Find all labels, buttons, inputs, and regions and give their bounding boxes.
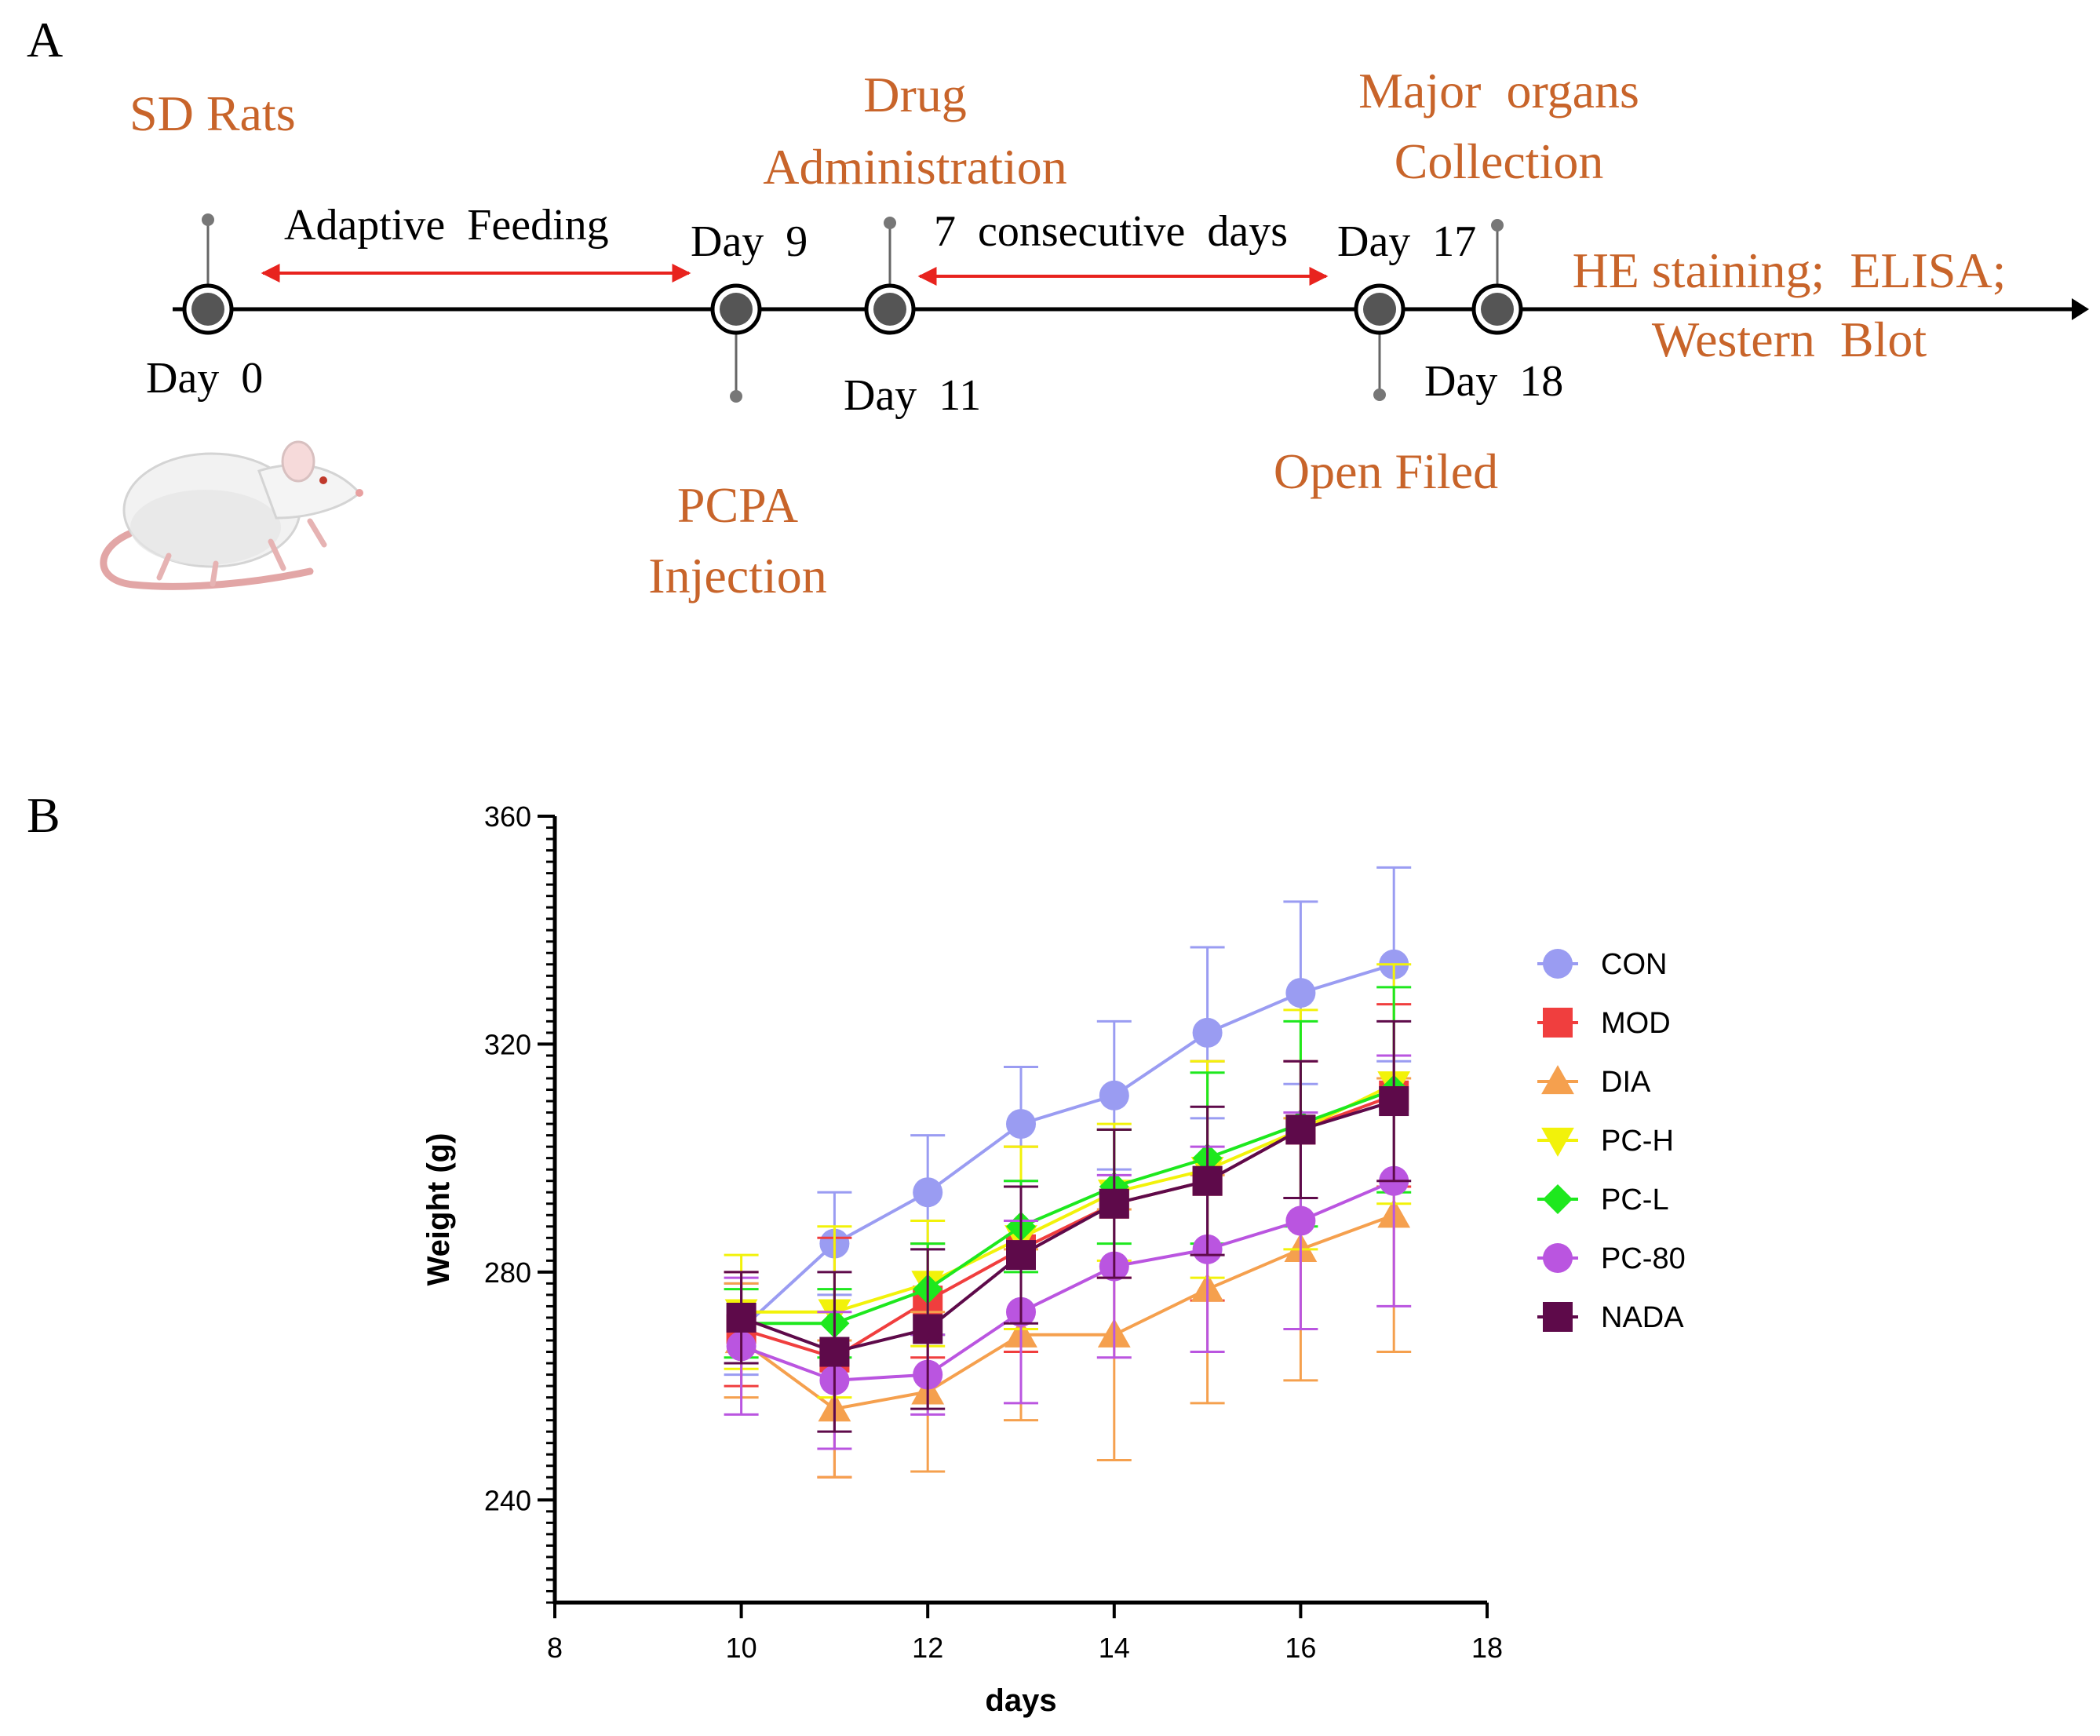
node-day18 — [1471, 283, 1523, 335]
legend-item-pc-h: PC-H — [1537, 1125, 1674, 1158]
legend-item-con: CON — [1537, 948, 1667, 981]
legend-label: MOD — [1601, 1007, 1671, 1040]
major-organs-line2: Collection — [1395, 133, 1604, 189]
pcpa-line1: PCPA — [677, 477, 798, 533]
x-tick-label: 10 — [726, 1632, 757, 1664]
open-filed-label: Open Filed — [1274, 443, 1498, 499]
panel-a-timeline: A Ad — [27, 12, 2089, 604]
assays-line1: HE staining; ELISA; — [1573, 243, 2007, 298]
y-tick-label: 360 — [484, 801, 531, 833]
legend-label: PC-L — [1601, 1183, 1669, 1216]
timeline-nodes — [182, 283, 1523, 335]
y-tick-label: 320 — [484, 1028, 531, 1060]
data-point — [1006, 1109, 1036, 1140]
x-tick-label: 16 — [1285, 1632, 1316, 1664]
legend-item-dia: DIA — [1537, 1065, 1651, 1099]
legend-label: NADA — [1601, 1301, 1684, 1334]
pcpa-line2: Injection — [648, 548, 826, 604]
panel-label-b: B — [27, 787, 60, 843]
day9-label: Day 9 — [691, 217, 808, 266]
legend-marker — [1543, 1184, 1573, 1214]
y-ticks: 240 280 320 360 — [484, 801, 555, 1516]
node-day11 — [864, 283, 916, 335]
legend-marker — [1543, 949, 1573, 979]
data-point — [1099, 1080, 1129, 1111]
legend-marker — [1543, 1008, 1573, 1038]
x-axis-title: days — [985, 1683, 1056, 1718]
series-line — [740, 962, 1395, 1330]
day18-label: Day 18 — [1424, 357, 1563, 406]
series-line — [741, 1082, 1395, 1314]
legend-label: PC-H — [1601, 1125, 1674, 1158]
drug-admin-line1: Drug — [863, 67, 967, 122]
legend-item-pc-l: PC-L — [1537, 1183, 1669, 1216]
series-line — [740, 1213, 1395, 1411]
node-day0 — [182, 283, 234, 335]
data-point — [1285, 1114, 1316, 1145]
plot-area — [724, 866, 1412, 1479]
timeline-arrowhead — [2072, 298, 2089, 320]
legend-item-pc-80: PC-80 — [1537, 1242, 1686, 1275]
sd-rats-label: SD Rats — [129, 86, 296, 141]
legend-label: PC-80 — [1601, 1242, 1686, 1275]
data-point — [1285, 978, 1316, 1008]
legend-item-mod: MOD — [1537, 1007, 1671, 1040]
panel-label-a: A — [27, 12, 63, 67]
data-point — [1192, 1017, 1223, 1048]
day17-label: Day 17 — [1337, 217, 1476, 266]
rat-illustration — [100, 440, 363, 590]
timeline-stems — [206, 220, 1499, 396]
series-pc-h — [724, 963, 1412, 1399]
data-point — [1379, 1086, 1409, 1117]
panel-b-chart: B 240 280 320 360 8 10 12 14 16 18 Weight (g) da… — [27, 787, 1686, 1718]
day0-label: Day 0 — [146, 354, 263, 403]
major-organs-line1: Major organs — [1358, 63, 1639, 119]
y-tick-label: 240 — [484, 1484, 531, 1516]
legend: CON MOD DIA PC-H PC-L PC-80 NADA — [1537, 948, 1686, 1334]
data-point — [1192, 1165, 1223, 1196]
consecutive-days-label: 7 consecutive days — [934, 207, 1288, 256]
series-line — [741, 1088, 1395, 1326]
node-day9 — [710, 283, 762, 335]
adaptive-feeding-label: Adaptive Feeding — [284, 201, 609, 250]
y-tick-label: 280 — [484, 1256, 531, 1289]
assays-line2: Western Blot — [1652, 312, 1927, 367]
series-line — [740, 1100, 1395, 1354]
legend-marker — [1541, 1065, 1574, 1095]
x-tick-label: 18 — [1471, 1632, 1503, 1664]
stem-end-dots — [202, 213, 1504, 403]
y-axis-title: Weight (g) — [421, 1133, 456, 1286]
legend-marker — [1543, 1243, 1573, 1273]
drug-admin-line2: Administration — [763, 139, 1067, 195]
data-point — [726, 1302, 757, 1333]
data-point — [1099, 1188, 1129, 1219]
data-point — [913, 1177, 943, 1208]
day11-label: Day 11 — [844, 371, 981, 420]
series-line — [740, 1179, 1395, 1382]
node-day17 — [1354, 283, 1405, 335]
x-tick-label: 8 — [547, 1632, 563, 1664]
chart-axes: 240 280 320 360 8 10 12 14 16 18 — [484, 801, 1503, 1664]
data-point — [1006, 1240, 1036, 1271]
data-point — [913, 1314, 943, 1344]
data-point — [1285, 1205, 1316, 1236]
legend-marker — [1543, 1302, 1573, 1332]
x-tick-label: 12 — [912, 1632, 943, 1664]
legend-label: DIA — [1601, 1066, 1651, 1099]
x-ticks: 8 10 12 14 16 18 — [547, 1603, 1503, 1664]
x-tick-label: 14 — [1099, 1632, 1130, 1664]
legend-label: CON — [1601, 948, 1667, 981]
series-nada — [724, 1019, 1412, 1433]
legend-item-nada: NADA — [1537, 1301, 1684, 1334]
data-point — [819, 1337, 850, 1367]
legend-marker — [1541, 1127, 1574, 1157]
